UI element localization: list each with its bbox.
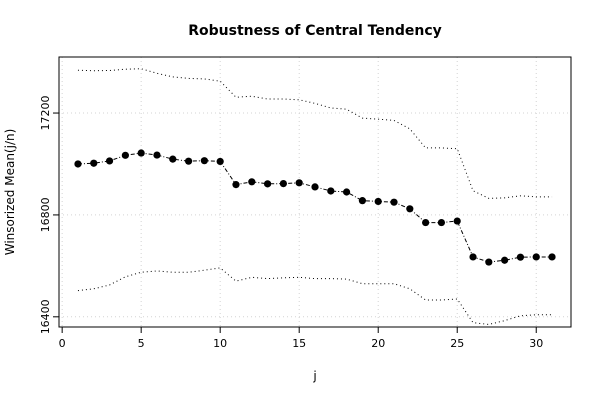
- winsorized-mean-point-20: [374, 197, 382, 206]
- winsorized-mean-point-12: [248, 178, 256, 186]
- winsorized-mean-point-30: [532, 253, 540, 261]
- winsorized-mean-point-11: [232, 181, 240, 189]
- winsorized-mean-point-2: [90, 159, 98, 167]
- winsorized-mean-point-25: [453, 217, 461, 225]
- winsorized-mean-point-16: [311, 183, 319, 191]
- winsorized-mean-point-29: [516, 253, 525, 261]
- winsorized-mean-point-13: [263, 180, 272, 188]
- x-tick-label-1: 5: [138, 337, 145, 350]
- winsorized-mean-point-7: [169, 155, 177, 163]
- winsorized-mean-point-9: [200, 157, 208, 165]
- winsorized-mean-point-15: [295, 179, 303, 187]
- winsorized-mean-point-28: [501, 256, 509, 264]
- x-tick-label-2: 10: [213, 337, 227, 350]
- winsorized-mean-point-17: [327, 187, 335, 195]
- winsorized-mean-point-14: [279, 179, 287, 188]
- x-tick-label-5: 25: [450, 337, 464, 350]
- upper-band-line: [77, 68, 553, 199]
- winsorized-mean-point-18: [343, 188, 351, 196]
- x-axis-label: j: [312, 369, 316, 383]
- plot-frame: [58, 56, 572, 328]
- y-tick-label-1: 16800: [39, 197, 52, 232]
- y-tick-label-2: 17200: [39, 96, 52, 131]
- x-tick-label-3: 15: [292, 337, 306, 350]
- winsorized-mean-point-23: [422, 218, 430, 227]
- winsorized-mean-point-5: [137, 149, 145, 157]
- winsorized-mean-point-21: [390, 198, 398, 206]
- axes: 0 5 10 15 20 25 30 16400 16800 17200: [39, 96, 543, 350]
- winsorized-mean-line: [77, 152, 553, 263]
- grid: [59, 57, 571, 327]
- x-tick-label-4: 20: [371, 337, 385, 350]
- winsorized-mean-point-4: [121, 151, 129, 159]
- winsorized-mean-point-19: [358, 197, 367, 205]
- winsorized-mean-point-22: [406, 205, 414, 213]
- y-axis-label: Winsorized Mean(j/n): [3, 129, 17, 256]
- series: [74, 68, 556, 325]
- chart-title: Robustness of Central Tendency: [188, 23, 442, 39]
- winsorized-mean-point-10: [216, 157, 224, 166]
- winsorized-mean-point-1: [74, 160, 82, 168]
- winsorized-mean-point-31: [548, 253, 556, 261]
- winsorized-mean-point-26: [469, 253, 477, 261]
- y-tick-label-0: 16400: [39, 299, 52, 334]
- x-tick-label-0: 0: [59, 337, 66, 350]
- winsorized-mean-point-24: [437, 218, 446, 227]
- lower-band-line: [77, 267, 553, 325]
- x-tick-label-6: 30: [529, 337, 543, 350]
- winsorized-mean-point-3: [105, 157, 114, 165]
- winsorized-mean-point-6: [153, 151, 161, 159]
- winsorized-mean-point-27: [485, 258, 493, 266]
- winsorized-mean-point-8: [184, 157, 193, 165]
